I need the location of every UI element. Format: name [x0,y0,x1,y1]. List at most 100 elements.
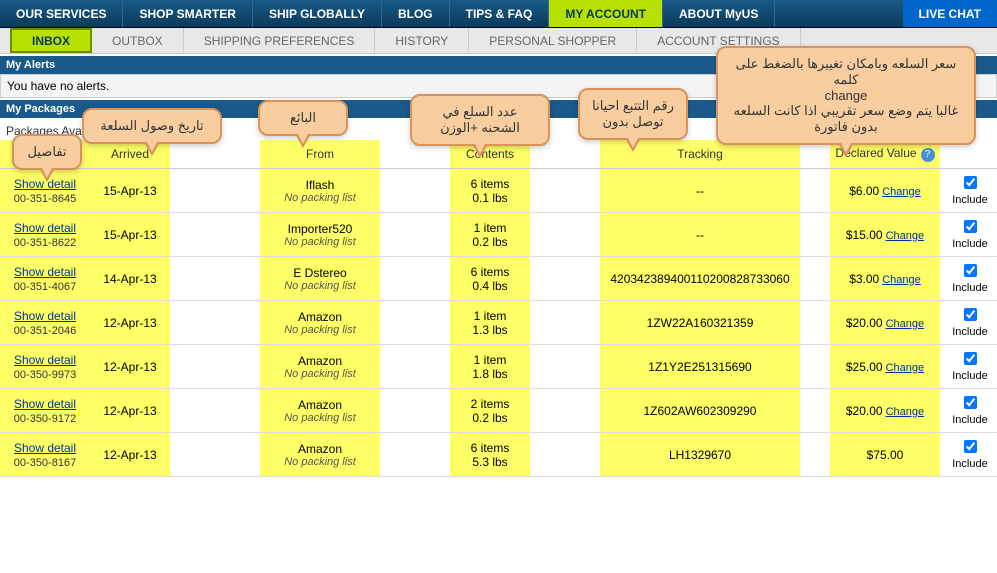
cell-items: 1 item [454,309,526,323]
packages-table: Show All Arrived From Contents Tracking … [0,140,997,477]
cell-value: $3.00 [849,272,879,286]
callout-arrived: تاريخ وصول السلعة [82,108,222,144]
cell-arrived: 14-Apr-13 [90,257,170,301]
package-id: 00-350-8167 [4,457,86,469]
cell-arrived: 12-Apr-13 [90,345,170,389]
cell-tracking: -- [600,169,800,213]
package-id: 00-351-8645 [4,193,86,205]
change-link[interactable]: Change [882,274,921,286]
change-link[interactable]: Change [886,230,925,242]
include-checkbox[interactable] [964,396,977,409]
show-detail-link[interactable]: Show detail [14,441,76,455]
cell-items: 2 items [454,397,526,411]
cell-arrived: 15-Apr-13 [90,213,170,257]
change-link[interactable]: Change [886,406,925,418]
nav-my-account[interactable]: MY ACCOUNT [549,0,663,27]
include-checkbox[interactable] [964,352,977,365]
table-row: Show detail00-351-864515-Apr-13IflashNo … [0,169,997,213]
col-from: From [260,140,380,169]
cell-items: 1 item [454,221,526,235]
tab-history[interactable]: HISTORY [375,28,469,53]
nav-ship-globally[interactable]: SHIP GLOBALLY [253,0,382,27]
nav-about[interactable]: ABOUT MyUS [663,0,775,27]
nav-tips-faq[interactable]: TIPS & FAQ [450,0,550,27]
cell-from: Importer520 [264,222,376,236]
change-link[interactable]: Change [886,318,925,330]
no-packing-list: No packing list [264,368,376,380]
no-packing-list: No packing list [264,324,376,336]
cell-from: Amazon [264,442,376,456]
show-detail-link[interactable]: Show detail [14,221,76,235]
change-link[interactable]: Change [882,186,921,198]
no-packing-list: No packing list [264,236,376,248]
include-checkbox[interactable] [964,264,977,277]
cell-arrived: 12-Apr-13 [90,389,170,433]
cell-weight: 0.4 lbs [454,279,526,293]
cell-weight: 0.1 lbs [454,191,526,205]
cell-arrived: 12-Apr-13 [90,301,170,345]
include-label: Include [952,370,987,382]
table-row: Show detail00-351-862215-Apr-13Importer5… [0,213,997,257]
show-detail-link[interactable]: Show detail [14,265,76,279]
table-row: Show detail 00-351-4067 14-Apr-13 E Dstereo… [0,257,997,301]
include-label: Include [952,282,987,294]
cell-value: $6.00 [849,184,879,198]
cell-from: Amazon [264,398,376,412]
table-row: Show detail 00-350-9973 12-Apr-13 AmazonNo … [0,345,997,389]
callout-details: تفاصيل [12,134,82,170]
package-id: 00-351-4067 [4,281,86,293]
cell-weight: 0.2 lbs [454,235,526,249]
no-packing-list: No packing list [264,192,376,204]
cell-weight: 0.2 lbs [454,411,526,425]
nav-live-chat[interactable]: LIVE CHAT [903,0,997,27]
show-detail-link[interactable]: Show detail [14,353,76,367]
help-icon[interactable]: ? [921,148,935,162]
nav-shop-smarter[interactable]: SHOP SMARTER [123,0,252,27]
cell-from: Iflash [264,178,376,192]
package-id: 00-350-9172 [4,413,86,425]
no-packing-list: No packing list [264,456,376,468]
table-row: Show detail00-350-816712-Apr-13AmazonNo … [0,433,997,477]
tab-inbox[interactable]: INBOX [10,28,92,53]
include-label: Include [952,326,987,338]
show-detail-link[interactable]: Show detail [14,397,76,411]
cell-tracking: 420342389400110200828733060 [600,257,800,301]
package-id: 00-350-9973 [4,369,86,381]
cell-tracking: -- [600,213,800,257]
tab-outbox[interactable]: OUTBOX [92,28,184,53]
callout-contents: عدد السلع في الشحنه +الوزن [410,94,550,146]
include-checkbox[interactable] [964,176,977,189]
include-label: Include [952,414,987,426]
cell-items: 6 items [454,265,526,279]
table-row: Show detail00-350-917212-Apr-13AmazonNo … [0,389,997,433]
include-label: Include [952,194,987,206]
callout-value: سعر السلعه وبامكان تغييرها بالضغط على كل… [716,46,976,145]
tab-personal-shopper[interactable]: PERSONAL SHOPPER [469,28,637,53]
show-detail-link[interactable]: Show detail [14,309,76,323]
include-label: Include [952,238,987,250]
cell-from: Amazon [264,354,376,368]
table-row: Show detail00-351-204612-Apr-13AmazonNo … [0,301,997,345]
tab-shipping-prefs[interactable]: SHIPPING PREFERENCES [184,28,376,53]
cell-items: 6 items [454,441,526,455]
nav-blog[interactable]: BLOG [382,0,450,27]
cell-value: $25.00 [846,360,883,374]
change-link[interactable]: Change [886,362,925,374]
top-nav: OUR SERVICES SHOP SMARTER SHIP GLOBALLY … [0,0,997,28]
callout-tracking: رقم التتبع احيانا توصل بدون [578,88,688,140]
package-id: 00-351-2046 [4,325,86,337]
cell-value: $15.00 [846,228,883,242]
no-packing-list: No packing list [264,280,376,292]
cell-value: $20.00 [846,316,883,330]
include-checkbox[interactable] [964,308,977,321]
include-checkbox[interactable] [964,220,977,233]
cell-from: E Dstereo [264,266,376,280]
cell-items: 6 items [454,177,526,191]
include-checkbox[interactable] [964,440,977,453]
callout-from: البائع [258,100,348,136]
cell-tracking: 1Z1Y2E251315690 [600,345,800,389]
include-label: Include [952,458,987,470]
nav-our-services[interactable]: OUR SERVICES [0,0,123,27]
cell-weight: 5.3 lbs [454,455,526,469]
cell-arrived: 15-Apr-13 [90,169,170,213]
